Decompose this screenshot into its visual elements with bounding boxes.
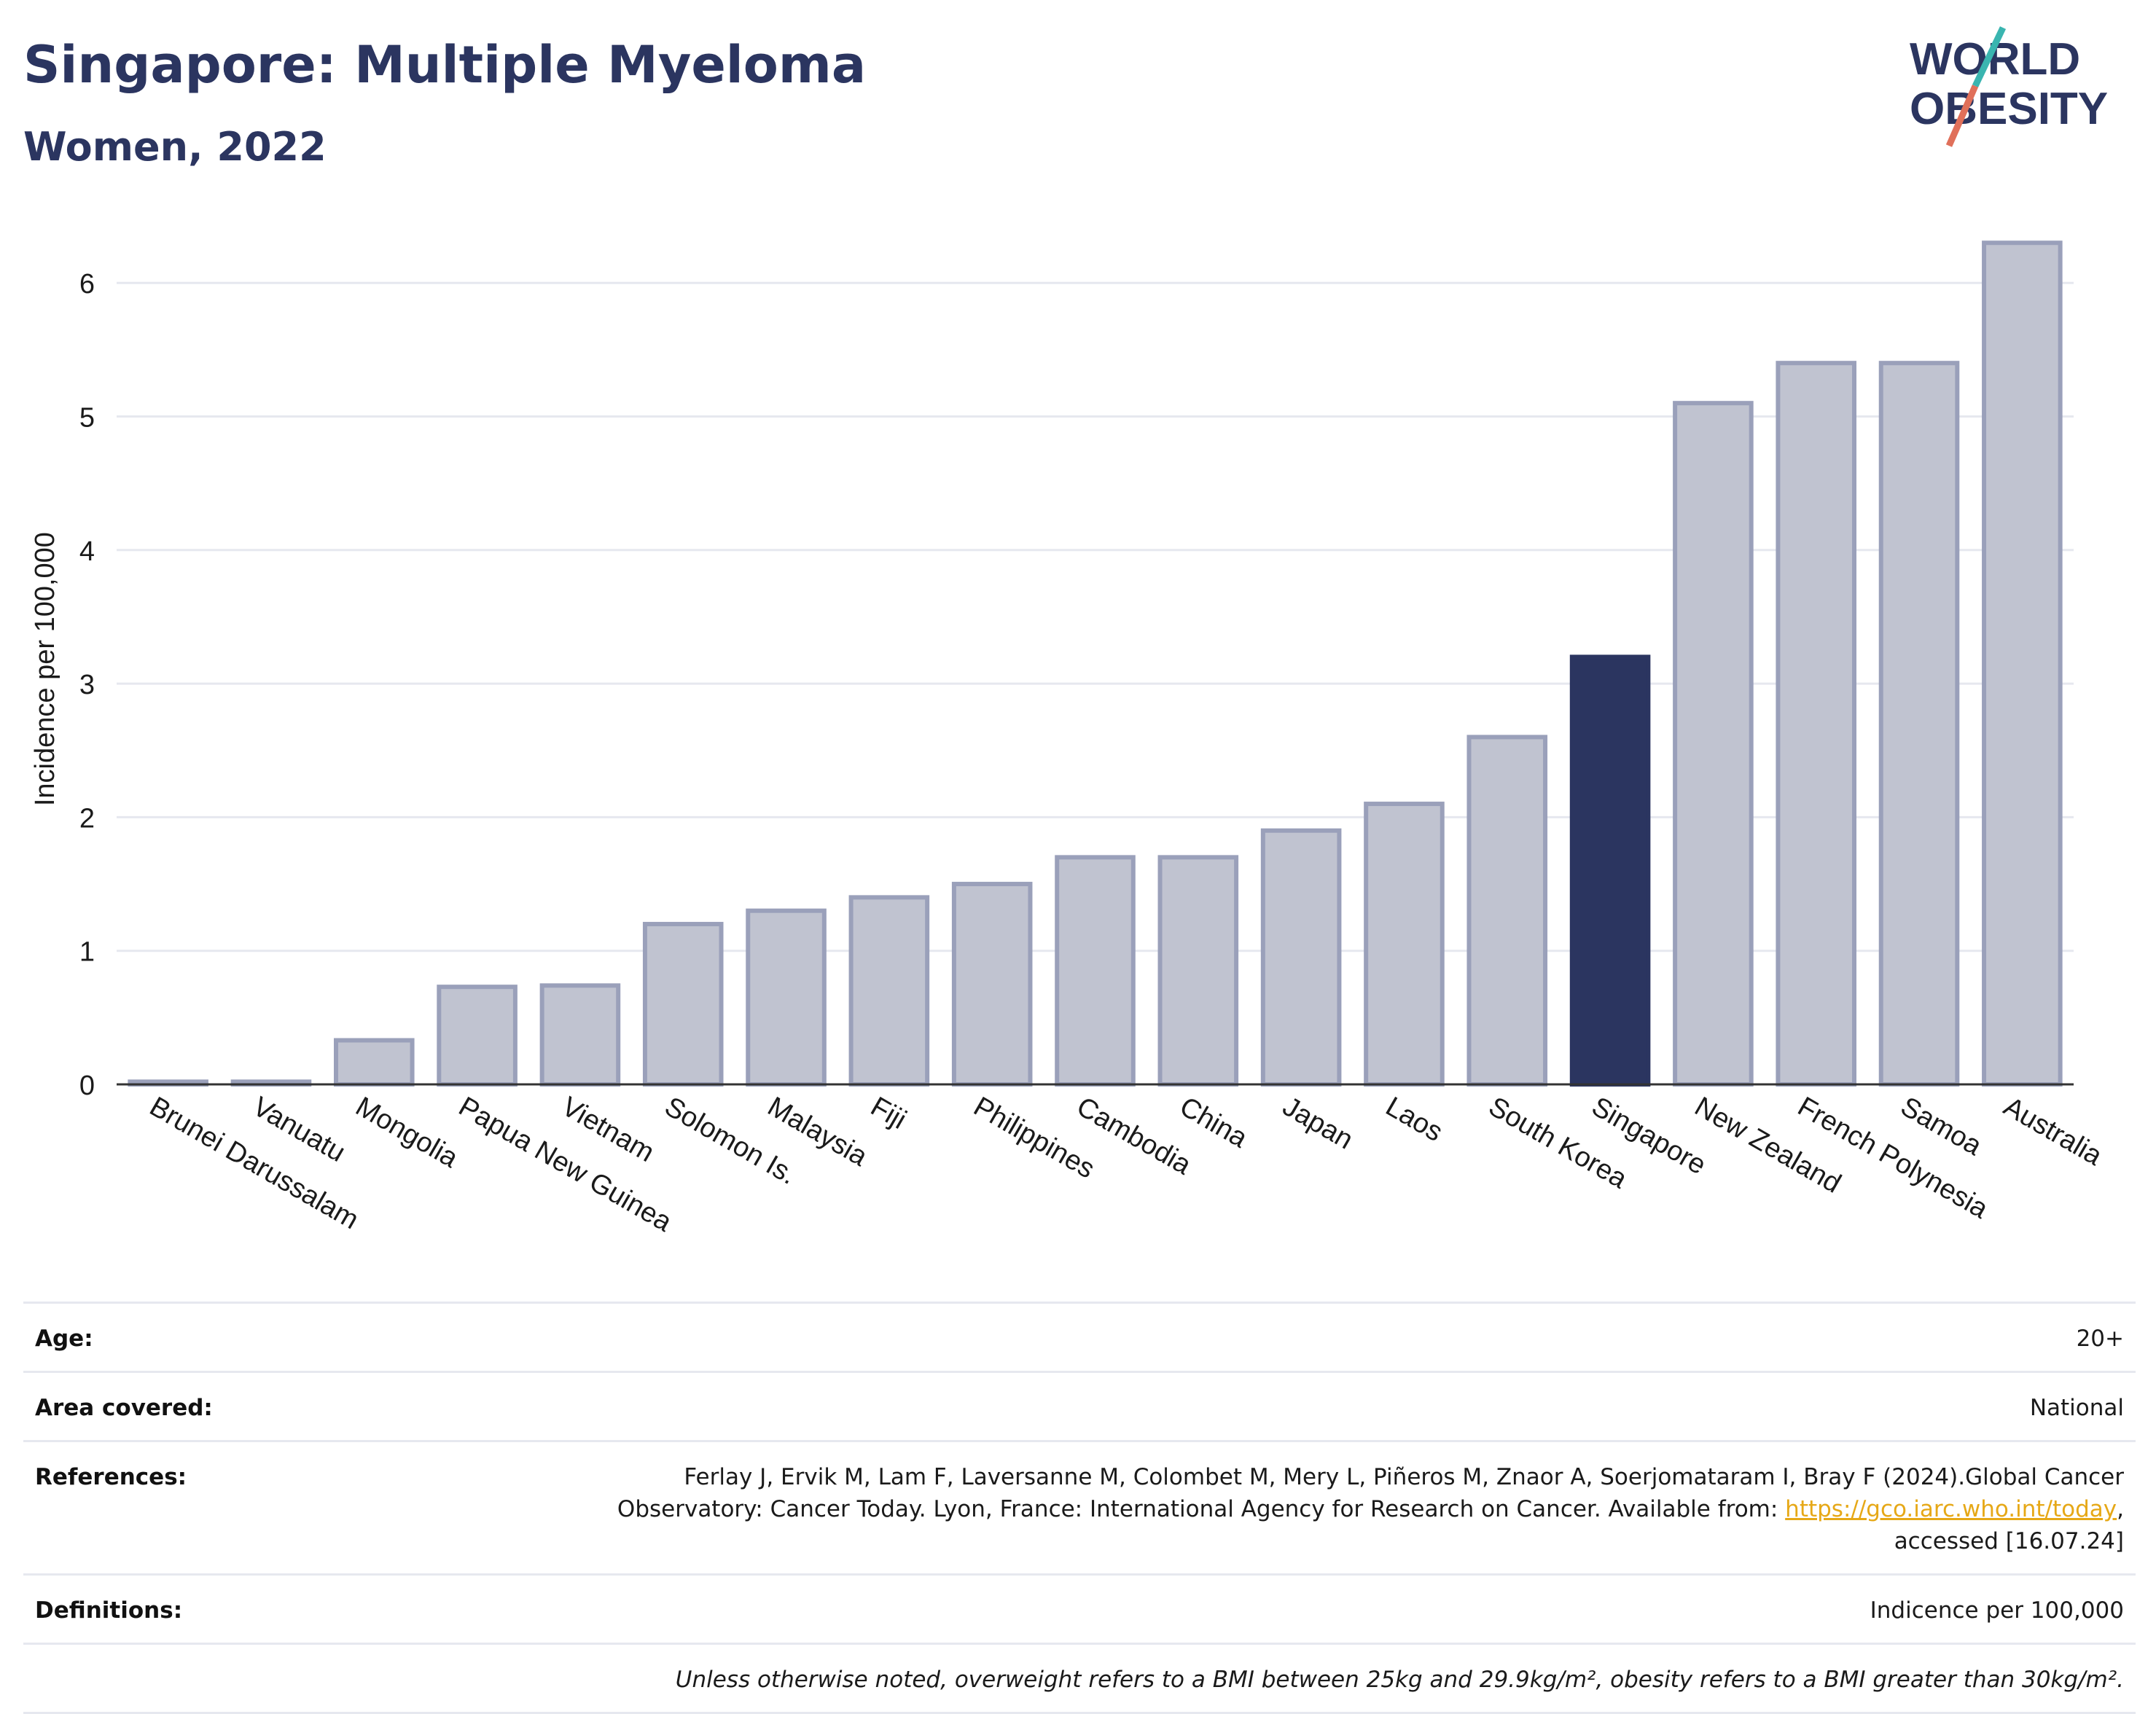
y-axis-label: Incidence per 100,000 bbox=[30, 532, 60, 806]
references-link[interactable]: https://gco.iarc.who.int/today bbox=[1785, 1496, 2117, 1522]
area-row: Area covered: National bbox=[23, 1371, 2136, 1440]
bar bbox=[1673, 401, 1754, 1087]
y-tick-label: 5 bbox=[79, 403, 95, 434]
bar bbox=[1157, 855, 1239, 1087]
bar bbox=[746, 908, 827, 1087]
chart-subtitle: Women, 2022 bbox=[23, 124, 327, 170]
age-label: Age: bbox=[35, 1326, 93, 1352]
y-tick-label: 1 bbox=[79, 937, 95, 968]
bars bbox=[128, 240, 2063, 1087]
x-tick-label: Japan bbox=[1278, 1091, 1359, 1155]
bar bbox=[1466, 735, 1548, 1087]
x-tick-label: Fiji bbox=[865, 1091, 911, 1135]
bar bbox=[1055, 855, 1136, 1087]
y-tick-label: 4 bbox=[79, 536, 95, 567]
bar bbox=[1982, 240, 2063, 1087]
area-label: Area covered: bbox=[35, 1395, 213, 1421]
x-tick-label: China bbox=[1174, 1091, 1253, 1154]
area-value: National bbox=[2029, 1395, 2124, 1421]
x-tick-label: Mongolia bbox=[351, 1091, 464, 1174]
chart-title: Singapore: Multiple Myeloma bbox=[23, 35, 867, 95]
note-row: Unless otherwise noted, overweight refer… bbox=[23, 1643, 2136, 1714]
references-row: References: Ferlay J, Ervik M, Lam F, La… bbox=[23, 1440, 2136, 1573]
bar bbox=[1878, 361, 1960, 1087]
bmi-note: Unless otherwise noted, overweight refer… bbox=[675, 1667, 2124, 1693]
age-value: 20+ bbox=[2076, 1326, 2124, 1352]
bar bbox=[951, 882, 1033, 1087]
definitions-value: Indicence per 100,000 bbox=[1870, 1597, 2124, 1624]
references-text: Ferlay J, Ervik M, Lam F, Laversanne M, … bbox=[617, 1464, 2124, 1522]
bar bbox=[848, 895, 930, 1087]
x-tick-label: Australia bbox=[1999, 1091, 2108, 1172]
definitions-row: Definitions: Indicence per 100,000 bbox=[23, 1573, 2136, 1643]
bar bbox=[539, 983, 621, 1087]
bar-highlight bbox=[1569, 654, 1651, 1087]
logo-slash-coral bbox=[1945, 85, 1979, 147]
bar bbox=[642, 922, 724, 1087]
x-tick-label: Laos bbox=[1380, 1091, 1448, 1148]
y-tick-label: 0 bbox=[79, 1071, 95, 1101]
y-tick-label: 2 bbox=[79, 803, 95, 834]
y-tick-label: 3 bbox=[79, 670, 95, 700]
logo-slash-teal bbox=[1972, 26, 2007, 87]
y-tick-label: 6 bbox=[79, 269, 95, 300]
age-row: Age: 20+ bbox=[23, 1302, 2136, 1371]
references-tail: , accessed [16.07.24] bbox=[1894, 1496, 2124, 1554]
bar bbox=[1776, 361, 1856, 1087]
bar bbox=[334, 1038, 415, 1087]
bar bbox=[1260, 828, 1342, 1087]
x-tick-label: French Polynesia bbox=[1792, 1091, 1993, 1225]
bar bbox=[437, 985, 517, 1087]
world-obesity-logo: WORLD OBESITY bbox=[1910, 26, 2108, 147]
info-table: Age: 20+ Area covered: National Referenc… bbox=[23, 1302, 2136, 1714]
bar bbox=[1364, 802, 1445, 1087]
references-label: References: bbox=[35, 1464, 187, 1490]
references-value: Ferlay J, Ervik M, Lam F, Laversanne M, … bbox=[557, 1461, 2124, 1557]
definitions-label: Definitions: bbox=[35, 1597, 183, 1624]
logo-line2: OBESITY bbox=[1910, 84, 2108, 134]
